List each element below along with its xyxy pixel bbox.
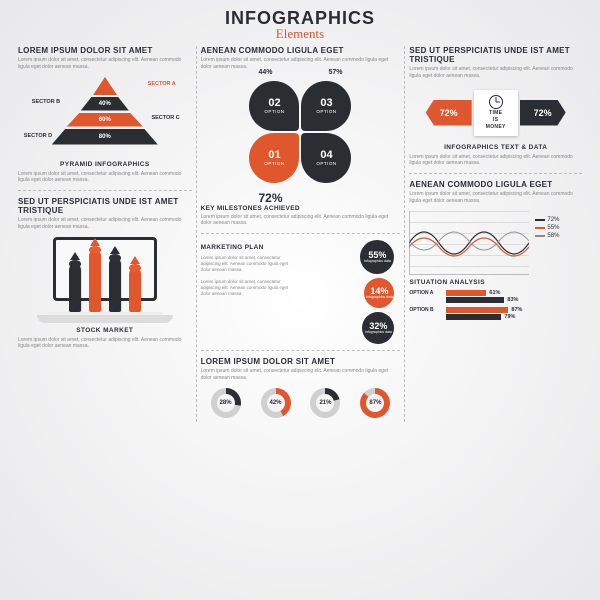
pyramid-lorem2: Lorem ipsum dolor sit amet, consectetur … bbox=[18, 171, 192, 185]
donut-21: 21% bbox=[310, 388, 340, 418]
pyramid-band-b: 40% bbox=[81, 97, 129, 111]
marketing-lorem: Lorem ipsum dolor sit amet, consectetur … bbox=[201, 255, 298, 273]
time-is-money: 72% TIME IS MONEY 72% bbox=[409, 86, 582, 140]
tim-left-arrow: 72% bbox=[426, 100, 472, 126]
sa-caption: SITUATION ANALYSIS bbox=[409, 279, 582, 286]
pyramid-label-d: SECTOR D bbox=[24, 133, 52, 139]
tim-line3: MONEY bbox=[486, 124, 506, 130]
layout-grid: LOREM IPSUM DOLOR SIT AMET Lorem ipsum d… bbox=[14, 46, 586, 422]
pyramid-caption: PYRAMID INFOGRAPHICS bbox=[18, 161, 192, 168]
page-title: INFOGRAPHICS Elements bbox=[14, 8, 586, 42]
stock-bars bbox=[69, 250, 141, 312]
petal-04: 04OPTION bbox=[301, 133, 351, 183]
stock-lorem: Lorem ipsum dolor sit amet, consectetur … bbox=[18, 217, 192, 231]
stock-lorem2: Lorem ipsum dolor sit amet, consectetur … bbox=[18, 337, 192, 351]
pyramid-label-c: SECTOR C bbox=[151, 115, 179, 121]
title-sub: Elements bbox=[14, 26, 586, 42]
quad-pct-bottom: 72% bbox=[258, 191, 282, 205]
stock-bar-2 bbox=[89, 250, 101, 312]
donuts-heading: LOREM IPSUM DOLOR SIT AMET bbox=[201, 357, 401, 366]
pyramid-heading: LOREM IPSUM DOLOR SIT AMET bbox=[18, 46, 192, 55]
quad-heading: AENEAN COMMODO LIGULA EGET bbox=[201, 46, 401, 55]
wave-legend: 72% 55% 58% bbox=[535, 217, 559, 241]
donuts-lorem: Lorem ipsum dolor sit amet, consectetur … bbox=[201, 368, 401, 382]
stock-bar-3 bbox=[109, 258, 121, 312]
tim-panel: TIME IS MONEY bbox=[474, 90, 518, 136]
marketing-bubbles: 55%Infographics data 14%Infographics dat… bbox=[303, 240, 400, 344]
wave-heading: AENEAN COMMODO LIGULA EGET bbox=[409, 180, 582, 189]
wave-chart: 72% 55% 58% bbox=[409, 211, 559, 275]
pyramid-label-b: SECTOR B bbox=[32, 99, 60, 105]
pyramid-lorem: Lorem ipsum dolor sit amet, consectetur … bbox=[18, 57, 192, 71]
tim-lorem2: Lorem ipsum dolor sit amet, consectetur … bbox=[409, 154, 582, 168]
clock-icon bbox=[489, 95, 503, 109]
milestones-lorem: Lorem ipsum dolor sit amet, consectetur … bbox=[201, 214, 401, 228]
milestones-title: KEY MILESTONES ACHIEVED bbox=[201, 205, 401, 212]
donut-87: 87% bbox=[360, 388, 390, 418]
pyramid-band-d: 80% bbox=[52, 129, 158, 145]
pyramid-chart: 40% 60% 80% SECTOR A SECTOR B SECTOR C S… bbox=[30, 77, 180, 157]
donut-42: 42% bbox=[261, 388, 291, 418]
column-middle: AENEAN COMMODO LIGULA EGET Lorem ipsum d… bbox=[196, 46, 405, 422]
stock-bar-4 bbox=[129, 268, 141, 312]
petal-chart: 44% 57% 02OPTION 03OPTION 01OPTION 04OPT… bbox=[240, 77, 360, 187]
quad-lorem: Lorem ipsum dolor sit amet, consectetur … bbox=[201, 57, 401, 71]
tim-caption: INFOGRAPHICS TEXT & DATA bbox=[409, 144, 582, 151]
quad-pct-right: 57% bbox=[328, 69, 342, 76]
stock-bar-1 bbox=[69, 264, 81, 312]
tim-heading: SED UT PERSPICIATIS UNDE IST AMET TRISTI… bbox=[409, 46, 582, 64]
bubble-14: 14%Infographics data bbox=[364, 278, 394, 308]
laptop-chart bbox=[35, 237, 175, 323]
donut-28: 28% bbox=[211, 388, 241, 418]
pyramid-label-a: SECTOR A bbox=[148, 81, 176, 87]
pyramid-band-a bbox=[93, 77, 117, 95]
pyramid-band-c: 60% bbox=[67, 113, 143, 127]
stock-heading: SED UT PERSPICIATIS UNDE IST AMET TRISTI… bbox=[18, 197, 192, 215]
bubble-32: 32%Infographics data bbox=[362, 312, 394, 344]
tim-lorem: Lorem ipsum dolor sit amet, consectetur … bbox=[409, 66, 582, 80]
petal-01: 01OPTION bbox=[249, 133, 299, 183]
bubble-55: 55%Infographics data bbox=[360, 240, 394, 274]
marketing-lorem2: Lorem ipsum dolor sit amet, consectetur … bbox=[201, 279, 298, 297]
column-right: SED UT PERSPICIATIS UNDE IST AMET TRISTI… bbox=[404, 46, 586, 422]
quad-pct-left: 44% bbox=[258, 69, 272, 76]
laptop-base bbox=[37, 315, 173, 323]
situation-analysis: OPTION A61% 83% OPTION B87% 79% bbox=[409, 290, 582, 320]
petal-03: 03OPTION bbox=[301, 81, 351, 131]
donut-row: 28% 42% 21% 87% bbox=[201, 388, 401, 418]
tim-line1: TIME bbox=[489, 110, 502, 116]
stock-caption: STOCK MARKET bbox=[18, 327, 192, 334]
wave-lorem: Lorem ipsum dolor sit amet, consectetur … bbox=[409, 191, 582, 205]
tim-line2: IS bbox=[493, 117, 498, 123]
marketing-title: MARKETING PLAN bbox=[201, 244, 298, 251]
tim-right-arrow: 72% bbox=[520, 100, 566, 126]
column-left: LOREM IPSUM DOLOR SIT AMET Lorem ipsum d… bbox=[14, 46, 196, 422]
petal-02: 02OPTION bbox=[249, 81, 299, 131]
